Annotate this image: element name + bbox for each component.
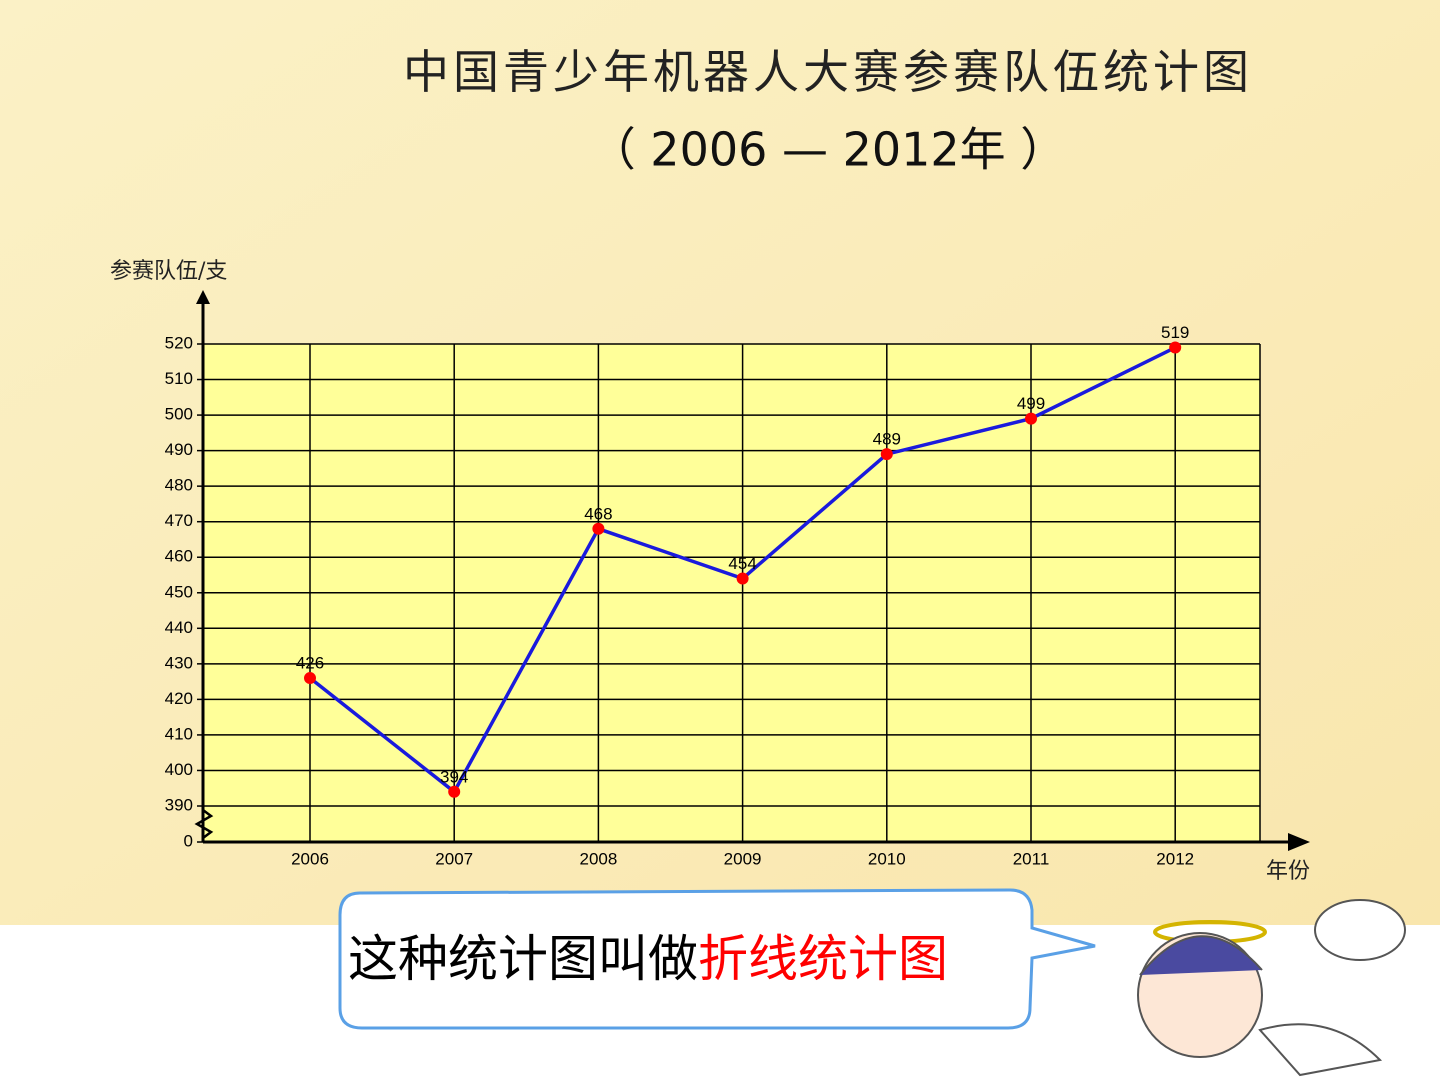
data-label: 454 <box>728 554 756 573</box>
data-point <box>880 448 893 461</box>
y-tick-label: 390 <box>165 795 193 814</box>
data-point <box>448 785 461 798</box>
x-tick-label: 2007 <box>435 849 473 868</box>
y-tick-label: 400 <box>165 760 193 779</box>
data-label: 499 <box>1017 394 1045 413</box>
y-axis-arrow <box>196 290 210 304</box>
y-tick-label: 520 <box>165 333 193 352</box>
axis-break <box>194 809 214 839</box>
angel-illustration <box>1137 899 1406 1077</box>
x-tick-label: 2010 <box>868 849 906 868</box>
data-point <box>1025 412 1037 425</box>
y-tick-label: 420 <box>165 689 193 708</box>
y-tick-label: 510 <box>165 369 193 388</box>
y-tick-label: 440 <box>165 618 193 637</box>
x-tick-label: 2008 <box>579 849 617 868</box>
callout-plain: 这种统计图叫做 <box>348 930 698 988</box>
y-tick-label: 460 <box>165 547 193 566</box>
callout-text: 这种统计图叫做折线统计图 <box>348 930 948 988</box>
x-axis-label: 年份 <box>1266 859 1310 884</box>
data-point <box>592 522 605 535</box>
x-tick-label: 2011 <box>1013 849 1050 868</box>
data-point <box>736 572 749 585</box>
y-tick-label: 480 <box>165 476 193 495</box>
data-point <box>304 672 316 685</box>
data-label: 426 <box>296 654 324 673</box>
y-tick-label: 500 <box>165 405 193 424</box>
y-tick-label: 470 <box>165 511 193 530</box>
y-tick-label: 410 <box>165 724 193 743</box>
x-tick-label: 2006 <box>291 849 329 868</box>
data-label: 519 <box>1161 323 1189 342</box>
chart-title: 中国青少年机器人大赛参赛队伍统计图 <box>403 45 1253 99</box>
x-axis-arrow <box>1288 833 1310 851</box>
callout-highlight: 折线统计图 <box>698 930 948 988</box>
data-label: 489 <box>873 430 901 449</box>
data-label: 468 <box>584 504 612 523</box>
y-tick-label: 0 <box>184 831 193 850</box>
x-tick-label: 2009 <box>724 849 762 868</box>
x-tick-label: 2012 <box>1156 849 1194 868</box>
chart: 0 390 400 410 420 430 440 450 460 470 480 490 500 510… <box>165 323 1261 868</box>
y-axis-label: 参赛队伍/支 <box>110 259 227 284</box>
y-tick-label: 450 <box>165 582 193 601</box>
chart-subtitle: （ 2006 — 2012年 ） <box>590 123 1067 177</box>
y-tick-label: 430 <box>165 653 193 672</box>
data-label: 394 <box>440 767 468 786</box>
speech-bubble <box>338 888 1096 1030</box>
data-point <box>1169 341 1182 354</box>
y-tick-label: 490 <box>165 440 193 459</box>
